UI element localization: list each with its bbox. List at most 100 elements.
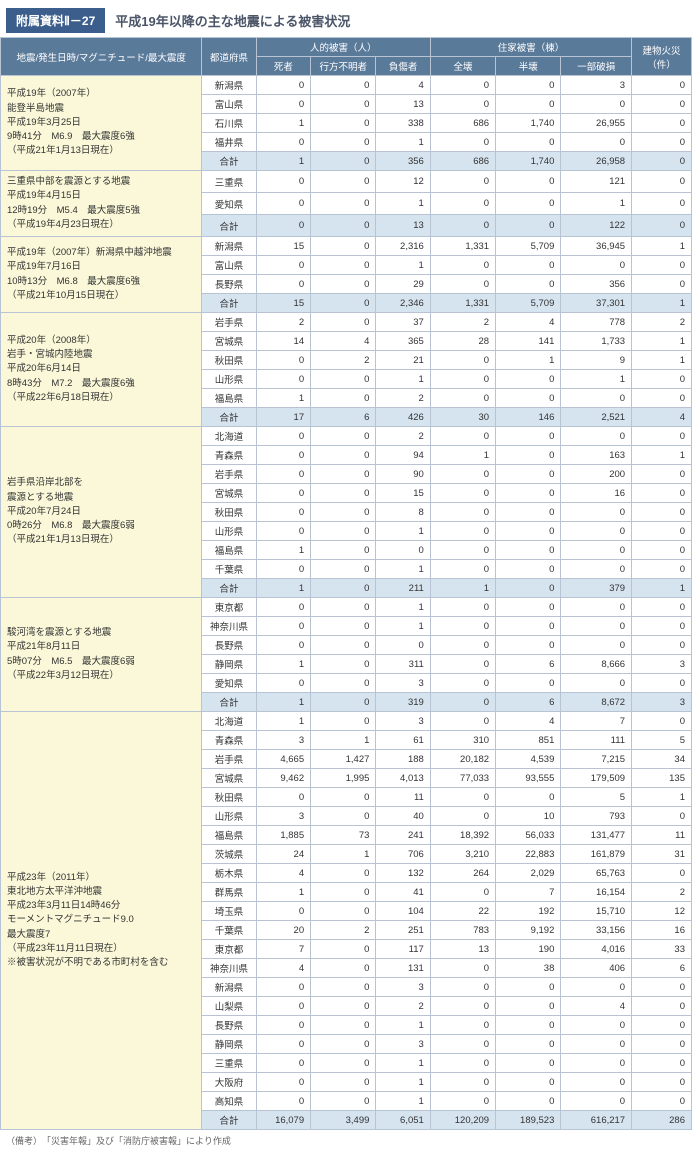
num-cell: 0 bbox=[311, 294, 376, 313]
num-cell: 2 bbox=[376, 997, 430, 1016]
num-cell: 264 bbox=[430, 864, 495, 883]
pref-cell: 青森県 bbox=[202, 446, 256, 465]
num-cell: 1 bbox=[430, 579, 495, 598]
num-cell: 0 bbox=[311, 522, 376, 541]
num-cell: 30 bbox=[430, 408, 495, 427]
num-cell: 0 bbox=[311, 1073, 376, 1092]
pref-cell: 合計 bbox=[202, 215, 256, 237]
num-cell: 0 bbox=[632, 1016, 692, 1035]
num-cell: 0 bbox=[496, 522, 561, 541]
pref-cell: 三重県 bbox=[202, 1054, 256, 1073]
pref-cell: 神奈川県 bbox=[202, 959, 256, 978]
num-cell: 0 bbox=[311, 95, 376, 114]
num-cell: 26,958 bbox=[561, 152, 632, 171]
num-cell: 9,192 bbox=[496, 921, 561, 940]
num-cell: 0 bbox=[430, 484, 495, 503]
num-cell: 0 bbox=[496, 579, 561, 598]
num-cell: 0 bbox=[256, 617, 310, 636]
num-cell: 0 bbox=[496, 215, 561, 237]
num-cell: 0 bbox=[561, 389, 632, 408]
pref-cell: 埼玉県 bbox=[202, 902, 256, 921]
num-cell: 104 bbox=[376, 902, 430, 921]
num-cell: 0 bbox=[632, 76, 692, 95]
num-cell: 0 bbox=[311, 788, 376, 807]
num-cell: 41 bbox=[376, 883, 430, 902]
num-cell: 0 bbox=[561, 598, 632, 617]
num-cell: 0 bbox=[311, 370, 376, 389]
num-cell: 0 bbox=[311, 959, 376, 978]
num-cell: 0 bbox=[311, 940, 376, 959]
num-cell: 0 bbox=[311, 883, 376, 902]
num-cell: 251 bbox=[376, 921, 430, 940]
header-full: 全壊 bbox=[430, 57, 495, 76]
pref-cell: 福井県 bbox=[202, 133, 256, 152]
num-cell: 0 bbox=[311, 997, 376, 1016]
num-cell: 338 bbox=[376, 114, 430, 133]
num-cell: 121 bbox=[561, 171, 632, 193]
num-cell: 1 bbox=[256, 712, 310, 731]
num-cell: 1 bbox=[376, 1054, 430, 1073]
num-cell: 3,499 bbox=[311, 1111, 376, 1130]
num-cell: 4,539 bbox=[496, 750, 561, 769]
event-cell: 平成20年（2008年）岩手・宮城内陸地震平成20年6月14日8時43分 M7.… bbox=[1, 313, 202, 427]
pref-cell: 高知県 bbox=[202, 1092, 256, 1111]
num-cell: 0 bbox=[496, 76, 561, 95]
num-cell: 0 bbox=[430, 389, 495, 408]
num-cell: 211 bbox=[376, 579, 430, 598]
num-cell: 5,709 bbox=[496, 237, 561, 256]
num-cell: 24 bbox=[256, 845, 310, 864]
num-cell: 141 bbox=[496, 332, 561, 351]
pref-cell: 富山県 bbox=[202, 256, 256, 275]
num-cell: 37,301 bbox=[561, 294, 632, 313]
num-cell: 0 bbox=[311, 807, 376, 826]
num-cell: 311 bbox=[376, 655, 430, 674]
num-cell: 0 bbox=[430, 978, 495, 997]
num-cell: 0 bbox=[632, 256, 692, 275]
num-cell: 1 bbox=[561, 370, 632, 389]
num-cell: 0 bbox=[561, 541, 632, 560]
num-cell: 0 bbox=[496, 370, 561, 389]
num-cell: 0 bbox=[430, 1054, 495, 1073]
num-cell: 3 bbox=[376, 978, 430, 997]
num-cell: 0 bbox=[256, 133, 310, 152]
num-cell: 0 bbox=[496, 484, 561, 503]
num-cell: 1,740 bbox=[496, 152, 561, 171]
pref-cell: 合計 bbox=[202, 408, 256, 427]
pref-cell: 石川県 bbox=[202, 114, 256, 133]
num-cell: 179,509 bbox=[561, 769, 632, 788]
num-cell: 0 bbox=[632, 193, 692, 215]
num-cell: 0 bbox=[256, 598, 310, 617]
num-cell: 0 bbox=[256, 446, 310, 465]
num-cell: 0 bbox=[561, 617, 632, 636]
num-cell: 4,016 bbox=[561, 940, 632, 959]
num-cell: 2 bbox=[632, 883, 692, 902]
num-cell: 7,215 bbox=[561, 750, 632, 769]
header-part: 一部破損 bbox=[561, 57, 632, 76]
pref-cell: 神奈川県 bbox=[202, 617, 256, 636]
num-cell: 1 bbox=[632, 294, 692, 313]
pref-cell: 山形県 bbox=[202, 522, 256, 541]
num-cell: 0 bbox=[256, 560, 310, 579]
num-cell: 65,763 bbox=[561, 864, 632, 883]
num-cell: 0 bbox=[430, 522, 495, 541]
num-cell: 0 bbox=[632, 133, 692, 152]
num-cell: 0 bbox=[311, 712, 376, 731]
num-cell: 2,029 bbox=[496, 864, 561, 883]
num-cell: 1 bbox=[430, 446, 495, 465]
num-cell: 0 bbox=[496, 598, 561, 617]
num-cell: 0 bbox=[256, 256, 310, 275]
num-cell: 0 bbox=[632, 95, 692, 114]
num-cell: 0 bbox=[311, 215, 376, 237]
num-cell: 0 bbox=[430, 76, 495, 95]
num-cell: 0 bbox=[496, 1054, 561, 1073]
num-cell: 1 bbox=[632, 237, 692, 256]
header-house: 住家被害（棟） bbox=[430, 38, 631, 57]
pref-cell: 合計 bbox=[202, 152, 256, 171]
num-cell: 0 bbox=[311, 560, 376, 579]
num-cell: 0 bbox=[430, 617, 495, 636]
num-cell: 8,672 bbox=[561, 693, 632, 712]
num-cell: 0 bbox=[376, 541, 430, 560]
num-cell: 1 bbox=[376, 133, 430, 152]
num-cell: 706 bbox=[376, 845, 430, 864]
num-cell: 7 bbox=[256, 940, 310, 959]
